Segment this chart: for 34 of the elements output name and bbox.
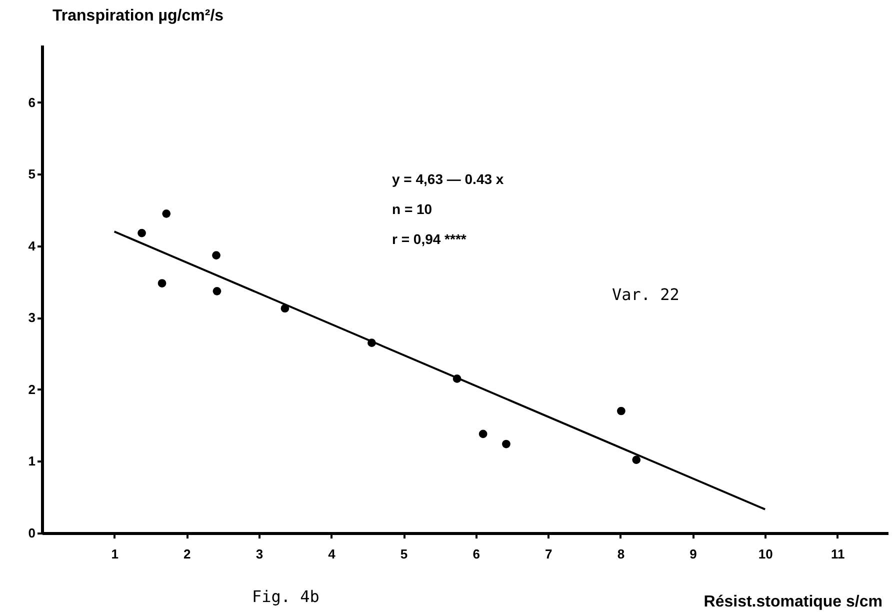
point: [138, 228, 146, 238]
y-tick-label: 0: [28, 526, 36, 540]
point: [632, 456, 641, 464]
annotation: r = 0,94 ****: [392, 231, 467, 247]
x-tick-label: 2: [184, 546, 191, 562]
y-tick-label: 5: [28, 166, 36, 182]
x-tick-label: 7: [545, 546, 552, 562]
point: [162, 209, 171, 218]
caption: Fig. 4b: [252, 587, 320, 606]
x-axis-title: Résist.stomatique s/cm: [704, 594, 882, 610]
x-tick-label: 9: [690, 546, 697, 562]
point: [502, 440, 510, 448]
x-tick-label: 6: [472, 546, 480, 562]
point: [212, 251, 220, 260]
x-tick-label: 3: [256, 546, 264, 562]
x-tick-label: 4: [328, 546, 336, 562]
annotation: y = 4,63 — 0.43 x: [392, 171, 504, 187]
y-tick-label: 6: [28, 94, 36, 110]
x-tick-label: 11: [831, 546, 845, 562]
point: [158, 279, 166, 288]
point: [212, 286, 222, 296]
y-tick-label: 4: [28, 238, 36, 254]
x-tick-label: 10: [758, 546, 773, 562]
point: [617, 406, 626, 416]
x-tick-label: 5: [400, 546, 408, 562]
annotation: Var. 22: [612, 285, 680, 304]
y-tick-label: 1: [28, 454, 36, 469]
x-tick-label: 8: [617, 546, 625, 562]
y-tick-label: 2: [28, 382, 36, 397]
annotation: n = 10: [392, 201, 432, 217]
y-axis-title: Transpiration µg/cm²/s: [52, 8, 224, 24]
x-tick-label: 1: [111, 546, 118, 562]
point: [478, 430, 488, 438]
y-tick-label: 3: [28, 310, 36, 326]
